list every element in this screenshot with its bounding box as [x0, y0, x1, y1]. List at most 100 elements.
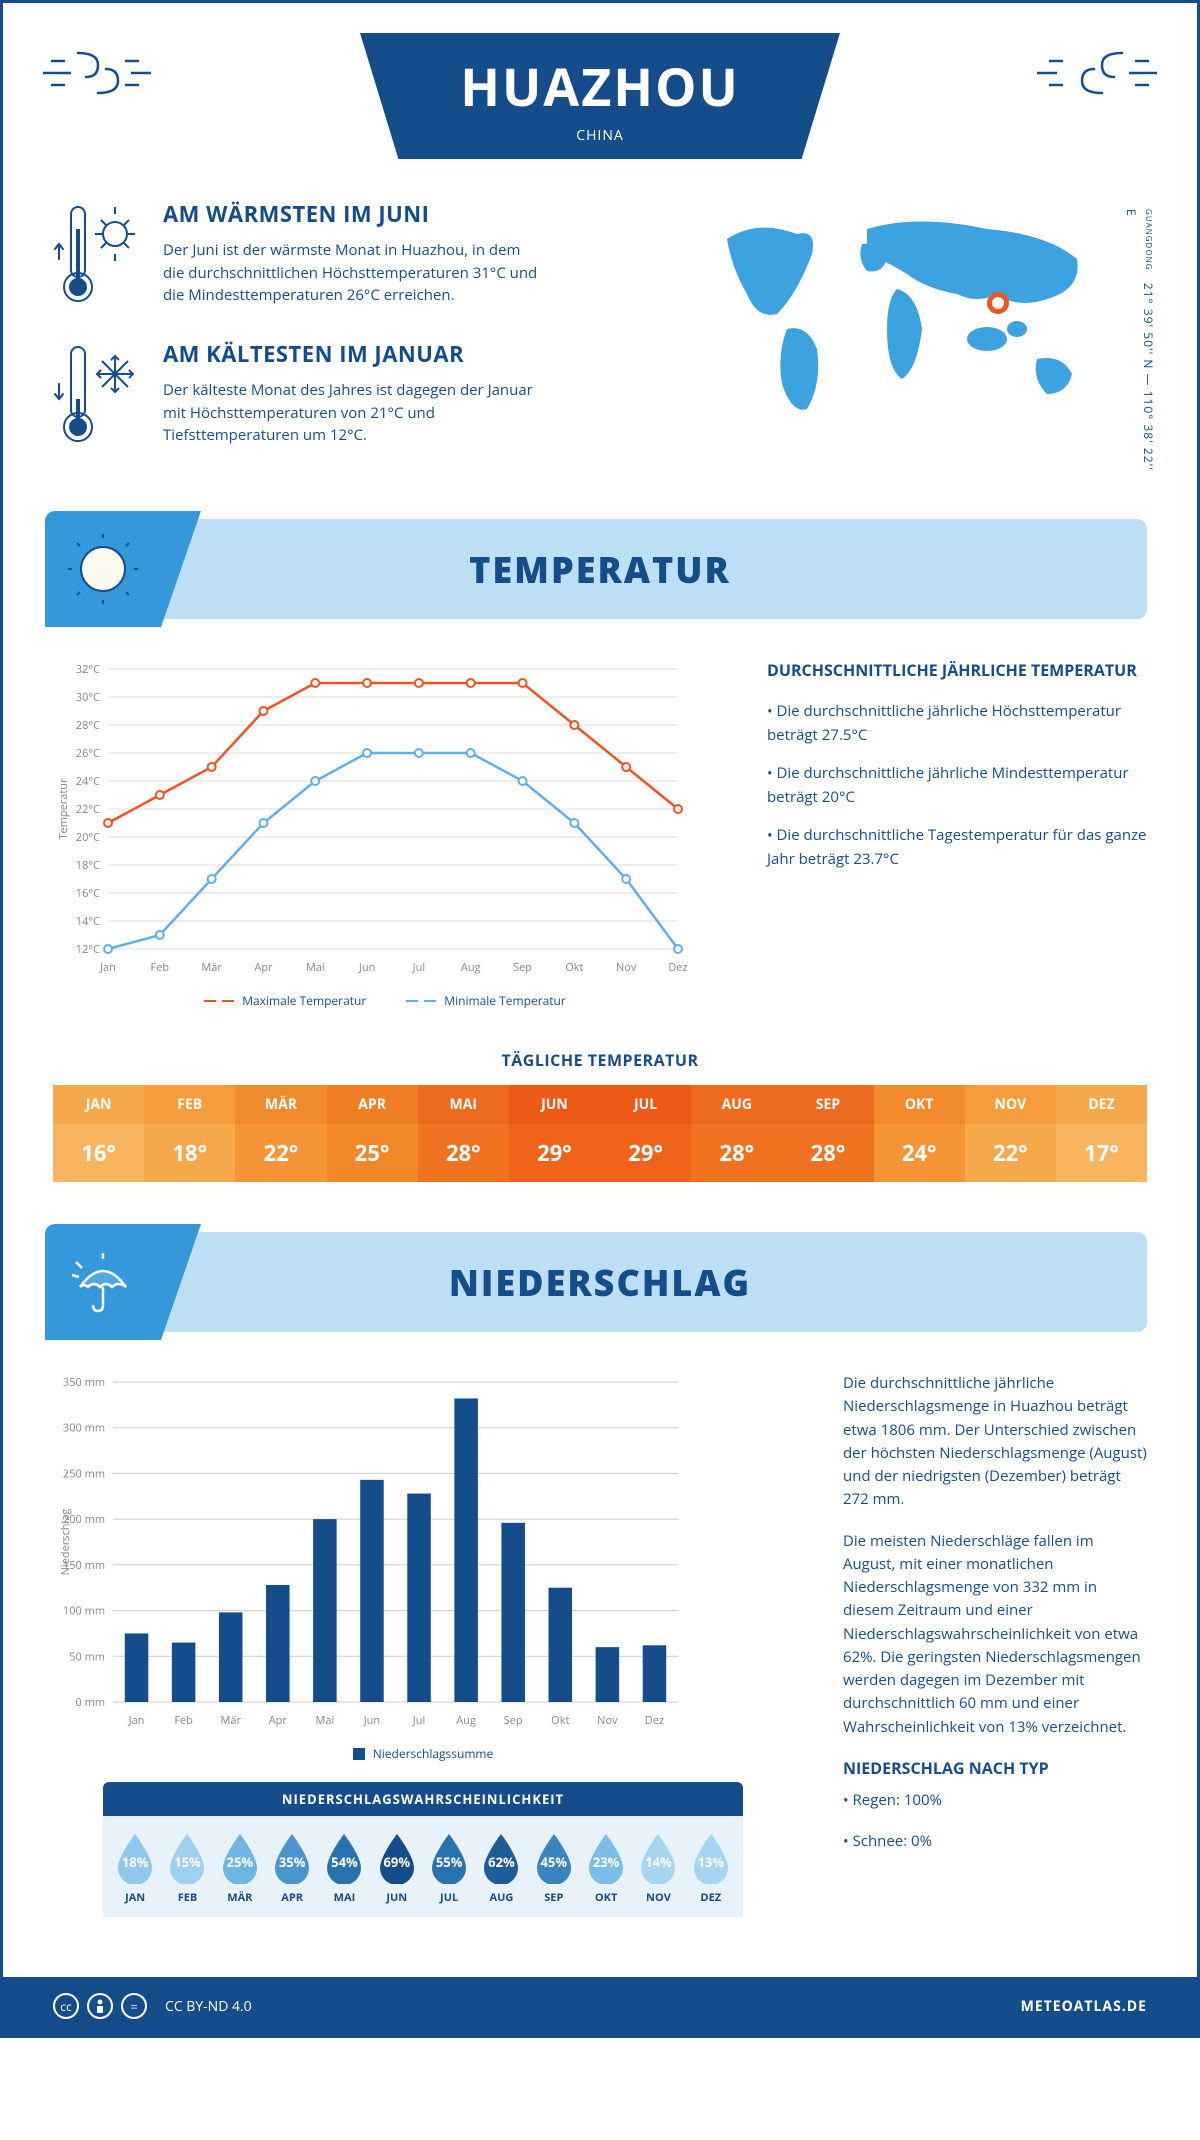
temp-cell: MAI 28°: [418, 1085, 509, 1182]
svg-text:Mai: Mai: [315, 1713, 334, 1728]
svg-text:28°C: 28°C: [76, 718, 100, 733]
temp-cell: JUN 29°: [509, 1085, 600, 1182]
thermometer-hot-icon: [53, 199, 143, 309]
header: HUAZHOU CHINA: [3, 3, 1197, 179]
temperature-summary: DURCHSCHNITTLICHE JÄHRLICHE TEMPERATUR •…: [767, 659, 1147, 1009]
svg-text:26°C: 26°C: [76, 746, 100, 761]
temp-cell: AUG 28°: [691, 1085, 782, 1182]
svg-text:30°C: 30°C: [76, 690, 100, 705]
svg-text:Sep: Sep: [513, 960, 532, 975]
svg-text:300 mm: 300 mm: [63, 1421, 105, 1436]
svg-text:Sep: Sep: [504, 1713, 523, 1728]
svg-text:Temperatur: Temperatur: [56, 778, 71, 840]
infographic-page: HUAZHOU CHINA: [0, 0, 1200, 2038]
probability-drop: 45% SEP: [530, 1832, 578, 1905]
precipitation-bar-chart: 0 mm50 mm100 mm150 mm200 mm250 mm300 mm3…: [53, 1372, 793, 1762]
umbrella-icon: [68, 1247, 138, 1317]
license-text: CC BY-ND 4.0: [165, 1997, 252, 2016]
precipitation-section-header: NIEDERSCHLAG: [53, 1232, 1147, 1332]
precipitation-probability: NIEDERSCHLAGSWAHRSCHEINLICHKEIT 18% JAN …: [103, 1782, 743, 1917]
svg-text:100 mm: 100 mm: [63, 1604, 105, 1619]
temperature-line-chart: 12°C 14°C 16°C 18°C 20°C 22°C 24°C 26°C 28°C 30°C…: [53, 659, 717, 1009]
temp-cell: SEP 28°: [782, 1085, 873, 1182]
temp-cell: OKT 24°: [874, 1085, 965, 1182]
svg-text:50 mm: 50 mm: [69, 1649, 105, 1664]
temp-cell: DEZ 17°: [1056, 1085, 1147, 1182]
coldest-text: Der kälteste Monat des Jahres ist dagege…: [163, 379, 543, 447]
svg-text:22°C: 22°C: [76, 802, 100, 817]
temp-cell: MÄR 22°: [235, 1085, 326, 1182]
probability-drop: 14% NOV: [634, 1832, 682, 1905]
coordinates: GUANGDONG 21° 39' 50'' N — 110° 38' 22''…: [1123, 209, 1157, 479]
footer: cc = CC BY-ND 4.0 METEOATLAS.DE: [3, 1977, 1197, 2035]
probability-drop: 13% DEZ: [687, 1832, 735, 1905]
svg-text:Nov: Nov: [616, 960, 637, 975]
probability-drop: 25% MÄR: [216, 1832, 264, 1905]
svg-text:Dez: Dez: [645, 1713, 664, 1728]
svg-text:16°C: 16°C: [76, 886, 100, 901]
svg-text:Jul: Jul: [412, 1713, 425, 1728]
svg-text:250 mm: 250 mm: [63, 1466, 105, 1481]
temp-bullet: • Die durchschnittliche jährliche Mindes…: [767, 761, 1147, 809]
temp-cell: APR 25°: [327, 1085, 418, 1182]
svg-text:0 mm: 0 mm: [75, 1695, 105, 1710]
svg-text:20°C: 20°C: [76, 830, 100, 845]
svg-text:14°C: 14°C: [76, 914, 100, 929]
city-name: HUAZHOU: [420, 51, 780, 122]
svg-text:Feb: Feb: [174, 1713, 193, 1728]
warmest-title: AM WÄRMSTEN IM JUNI: [163, 199, 543, 229]
site-name: METEOATLAS.DE: [1021, 1997, 1147, 2016]
temp-cell: JUL 29°: [600, 1085, 691, 1182]
precipitation-summary: Die durchschnittliche jährliche Niedersc…: [843, 1372, 1147, 1917]
temp-cell: NOV 22°: [965, 1085, 1056, 1182]
probability-drop: 69% JUN: [373, 1832, 421, 1905]
wind-icon-left: [43, 33, 163, 113]
svg-text:Apr: Apr: [269, 1713, 288, 1728]
svg-text:Jun: Jun: [363, 1713, 380, 1728]
probability-drop: 15% FEB: [163, 1832, 211, 1905]
svg-text:18°C: 18°C: [76, 858, 100, 873]
country-name: CHINA: [420, 126, 780, 145]
probability-drop: 55% JUL: [425, 1832, 473, 1905]
world-map-icon: [687, 199, 1107, 429]
temp-cell: JAN 16°: [53, 1085, 144, 1182]
daily-temperature-strip: JAN 16° FEB 18° MÄR 22° APR 25° MAI 28° …: [53, 1085, 1147, 1182]
sun-icon: [68, 534, 138, 604]
svg-text:12°C: 12°C: [76, 942, 100, 957]
svg-text:Jan: Jan: [99, 960, 116, 975]
svg-text:Okt: Okt: [551, 1713, 569, 1728]
temperature-title: TEMPERATUR: [469, 545, 731, 594]
svg-text:350 mm: 350 mm: [63, 1375, 105, 1390]
svg-text:24°C: 24°C: [76, 774, 100, 789]
nd-icon: =: [121, 1993, 147, 2019]
precip-type-bullet: • Schnee: 0%: [843, 1830, 1147, 1853]
temp-bullet: • Die durchschnittliche Tagestemperatur …: [767, 823, 1147, 871]
summary-section: AM WÄRMSTEN IM JUNI Der Juni ist der wär…: [3, 179, 1197, 519]
cc-icon: cc: [53, 1993, 79, 2019]
svg-text:32°C: 32°C: [76, 662, 100, 677]
temp-cell: FEB 18°: [144, 1085, 235, 1182]
svg-text:Mär: Mär: [201, 960, 222, 975]
probability-drop: 54% MAI: [320, 1832, 368, 1905]
title-banner: HUAZHOU CHINA: [360, 33, 840, 159]
warmest-block: AM WÄRMSTEN IM JUNI Der Juni ist der wär…: [53, 199, 647, 309]
map-panel: GUANGDONG 21° 39' 50'' N — 110° 38' 22''…: [687, 199, 1147, 479]
probability-drop: 62% AUG: [477, 1832, 525, 1905]
svg-text:Niederschlag: Niederschlag: [58, 1509, 73, 1576]
thermometer-cold-icon: [53, 339, 143, 449]
daily-temp-title: TÄGLICHE TEMPERATUR: [3, 1049, 1197, 1071]
probability-drop: 35% APR: [268, 1832, 316, 1905]
svg-text:Jul: Jul: [412, 960, 425, 975]
svg-text:Jan: Jan: [128, 1713, 145, 1728]
svg-text:Mai: Mai: [306, 960, 325, 975]
license-block: cc = CC BY-ND 4.0: [53, 1993, 252, 2019]
warmest-text: Der Juni ist der wärmste Monat in Huazho…: [163, 239, 543, 307]
svg-text:Dez: Dez: [668, 960, 687, 975]
svg-text:Apr: Apr: [254, 960, 273, 975]
svg-text:Feb: Feb: [151, 960, 170, 975]
precipitation-title: NIEDERSCHLAG: [449, 1258, 751, 1307]
wind-icon-right: [1037, 33, 1157, 113]
line-chart-legend: Maximale Temperatur Minimale Temperatur: [53, 992, 717, 1009]
temp-bullet: • Die durchschnittliche jährliche Höchst…: [767, 699, 1147, 747]
svg-text:Okt: Okt: [565, 960, 583, 975]
